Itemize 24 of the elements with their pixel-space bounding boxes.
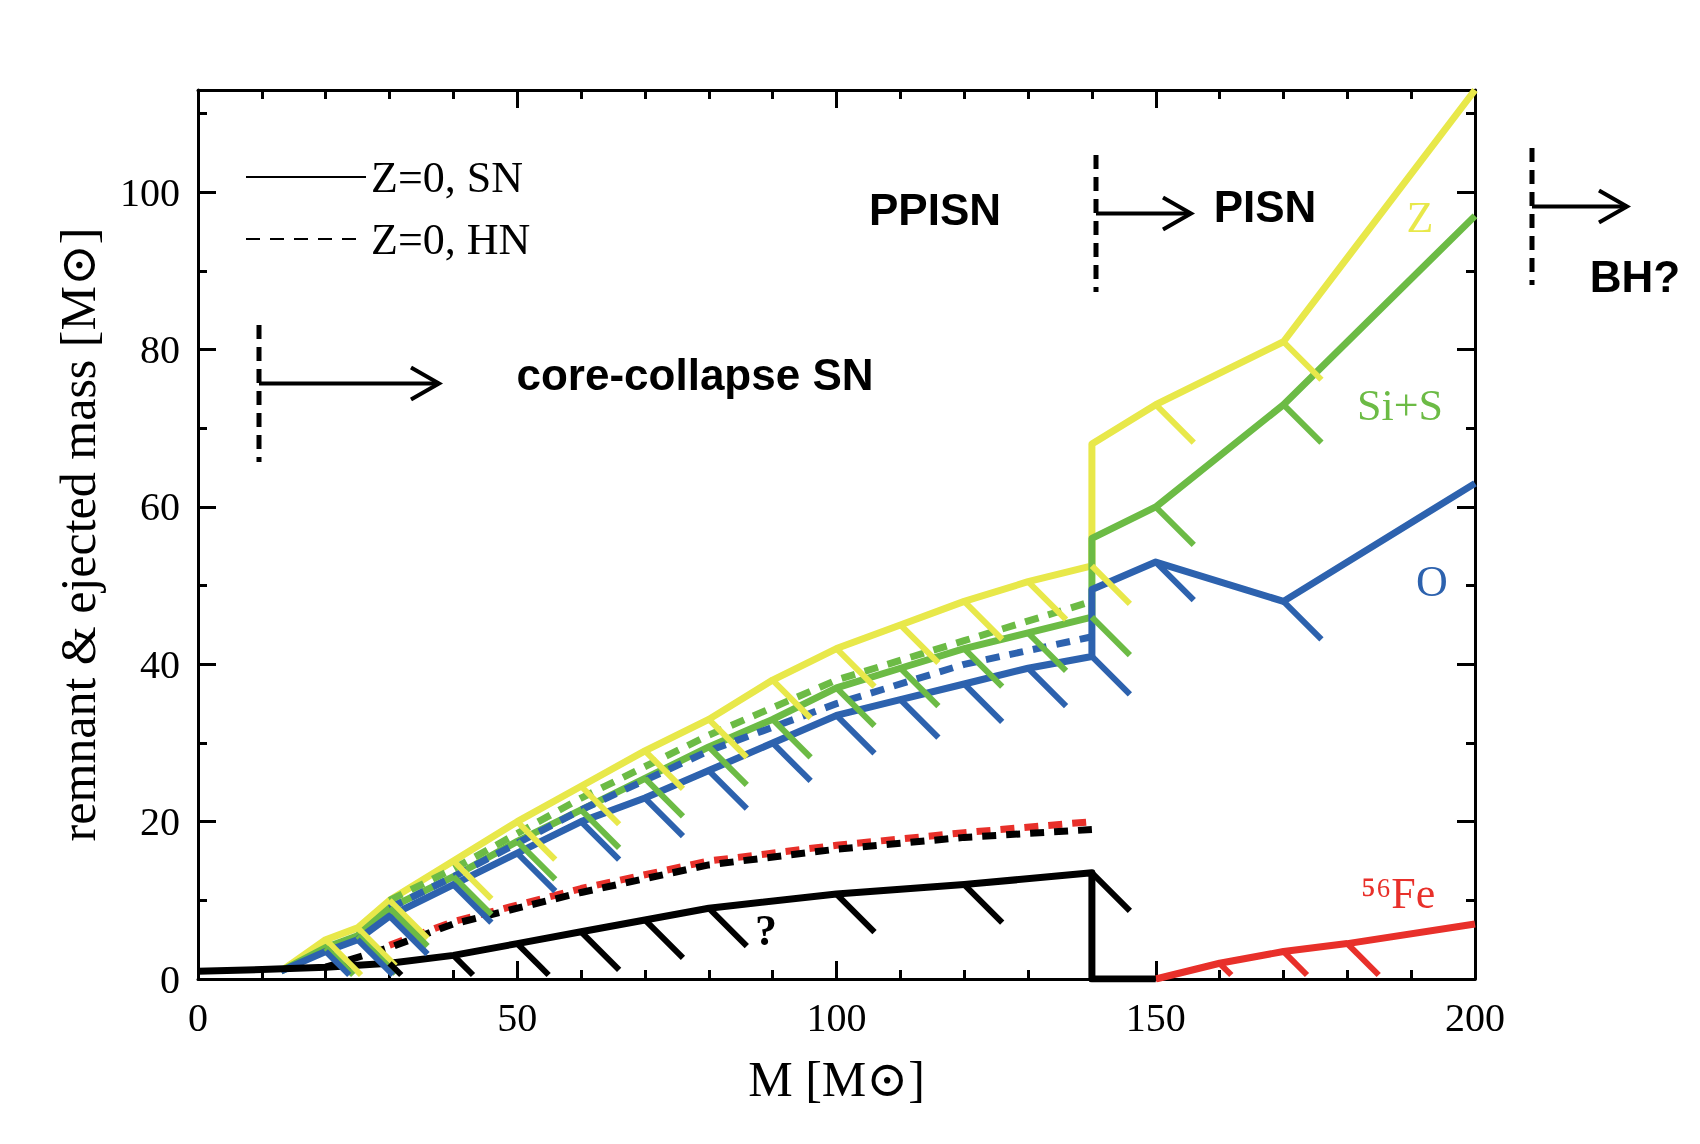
text: BH? <box>1589 252 1681 301</box>
annotation: PISN <box>1213 182 1317 231</box>
y-tick-label: 60 <box>140 484 180 530</box>
y-tick-label: 40 <box>140 641 180 687</box>
annotation: ? <box>755 906 777 955</box>
y-tick-label: 0 <box>160 956 180 1002</box>
x-tick-label: 100 <box>806 994 867 1040</box>
y-tick-label: 80 <box>140 327 180 373</box>
annotation: Si+S <box>1357 381 1443 430</box>
annotation: ⁵⁶Fe <box>1360 869 1436 918</box>
x-tick-label: 0 <box>188 994 208 1040</box>
x-tick-label: 150 <box>1125 994 1186 1040</box>
legend-label: Z=0, HN <box>371 214 531 264</box>
y-tick-label: 100 <box>120 169 180 215</box>
x-axis-title: M [M⊙] <box>748 1051 925 1107</box>
annotation: PPISN <box>868 185 1002 234</box>
x-tick-label: 200 <box>1445 994 1505 1040</box>
legend-label: Z=0, SN <box>371 152 523 202</box>
x-tick-label: 50 <box>497 994 538 1040</box>
annotation: Z <box>1406 193 1434 242</box>
y-axis-title: remnant & ejected mass [M⊙] <box>50 227 106 842</box>
annotation: O <box>1416 557 1448 606</box>
y-tick-label: 20 <box>140 799 180 845</box>
annotation: core-collapse SN <box>516 350 874 399</box>
